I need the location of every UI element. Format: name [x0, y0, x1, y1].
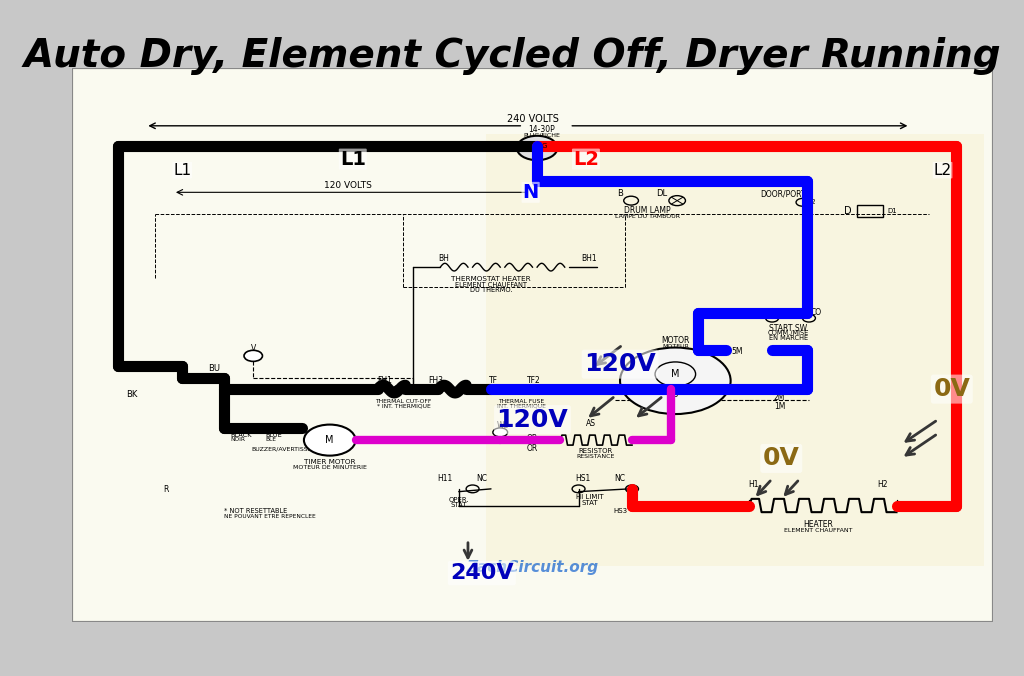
- Text: CO: CO: [811, 308, 822, 317]
- Text: WB: WB: [497, 420, 509, 430]
- Text: DOOR/PORTE: DOOR/PORTE: [761, 189, 811, 199]
- Text: 6M: 6M: [731, 386, 742, 395]
- Circle shape: [620, 347, 731, 414]
- Text: 0V: 0V: [933, 377, 971, 401]
- Circle shape: [493, 428, 508, 437]
- Text: STAT: STAT: [451, 502, 467, 508]
- Text: HI LIMIT: HI LIMIT: [575, 494, 603, 500]
- Text: AS: AS: [586, 419, 596, 428]
- Text: OR: OR: [527, 445, 538, 454]
- Text: Auto Dry, Element Cycled Off, Dryer Running: Auto Dry, Element Cycled Off, Dryer Runn…: [24, 37, 1000, 75]
- Text: EN MARCHE: EN MARCHE: [769, 335, 808, 341]
- Text: H1: H1: [749, 480, 759, 489]
- Text: NO: NO: [756, 308, 767, 317]
- Text: 5M: 5M: [731, 347, 742, 356]
- Text: THERMAL FUSE: THERMAL FUSE: [499, 399, 545, 404]
- Text: BH: BH: [438, 254, 450, 264]
- Text: RESISTANCE: RESISTANCE: [575, 454, 614, 459]
- Text: TIMER MOTOR: TIMER MOTOR: [304, 459, 355, 465]
- Text: L2: L2: [934, 163, 951, 178]
- Text: BLE: BLE: [265, 437, 276, 442]
- Text: 14-30P: 14-30P: [528, 124, 555, 134]
- Text: DRUM LAMP: DRUM LAMP: [625, 206, 671, 215]
- Text: ELEMENT CHAUFFANT: ELEMENT CHAUFFANT: [455, 282, 527, 288]
- Text: BU: BU: [209, 364, 220, 372]
- Text: * INT. THERMIQUE: * INT. THERMIQUE: [377, 404, 430, 408]
- Text: DU THERMO.: DU THERMO.: [470, 287, 512, 293]
- Text: BUZZER/AVERTISSEUR: BUZZER/AVERTISSEUR: [252, 446, 321, 452]
- Text: THERMAL CUT-OFF: THERMAL CUT-OFF: [375, 399, 432, 404]
- Text: D1: D1: [887, 208, 897, 214]
- Text: 1M: 1M: [774, 402, 785, 411]
- Text: D: D: [844, 206, 852, 216]
- Text: 120V: 120V: [584, 352, 656, 376]
- Text: M: M: [671, 369, 680, 379]
- Circle shape: [304, 425, 355, 456]
- Text: HS1: HS1: [575, 475, 591, 483]
- Text: MOTEUR DE MINUTERIE: MOTEUR DE MINUTERIE: [293, 465, 367, 470]
- Text: BLUE: BLUE: [265, 431, 282, 437]
- Circle shape: [517, 136, 557, 160]
- FancyBboxPatch shape: [72, 68, 993, 622]
- Text: 120 VOLTS: 120 VOLTS: [325, 180, 372, 189]
- Text: STAT: STAT: [582, 500, 598, 506]
- Text: L2: L2: [573, 149, 599, 168]
- Text: BH1: BH1: [582, 254, 597, 264]
- Text: NOIR: NOIR: [230, 437, 245, 442]
- Text: TF: TF: [489, 377, 499, 385]
- Text: N: N: [522, 183, 539, 202]
- Text: D2: D2: [806, 199, 815, 206]
- Text: LAMPE DU TAMBOUR: LAMPE DU TAMBOUR: [615, 214, 680, 218]
- Text: R: R: [163, 485, 168, 494]
- Text: 240 VOLTS: 240 VOLTS: [507, 114, 558, 124]
- Text: 2M: 2M: [774, 393, 785, 402]
- Text: RESISTOR: RESISTOR: [578, 448, 612, 454]
- Text: COMM./MISE: COMM./MISE: [768, 330, 809, 336]
- Text: M: M: [326, 435, 334, 445]
- Text: * NOT RESETTABLE: * NOT RESETTABLE: [223, 508, 287, 514]
- Text: ELEMENT CHAUFFANT: ELEMENT CHAUFFANT: [784, 528, 852, 533]
- Text: NC: NC: [476, 475, 487, 483]
- Text: V: V: [251, 343, 256, 353]
- Text: PLUG/FICHE: PLUG/FICHE: [523, 132, 560, 137]
- Text: INT. THERMIQUE: INT. THERMIQUE: [497, 404, 546, 408]
- Text: H2: H2: [878, 480, 888, 489]
- Text: MOTEUR: MOTEUR: [662, 344, 689, 349]
- Text: THERMOSTAT HEATER: THERMOSTAT HEATER: [452, 276, 530, 283]
- Text: DL: DL: [656, 189, 667, 199]
- Text: ZachCircuit.org: ZachCircuit.org: [466, 560, 599, 575]
- Text: OR: OR: [527, 435, 538, 443]
- Text: H11: H11: [437, 475, 453, 483]
- Text: MOTOR: MOTOR: [662, 337, 689, 345]
- Bar: [857, 205, 883, 217]
- Text: NC: NC: [614, 475, 626, 483]
- Text: HEATER: HEATER: [803, 521, 834, 529]
- Text: L1: L1: [340, 149, 366, 168]
- Text: BLACK: BLACK: [230, 431, 252, 437]
- Text: NE POUVANT ETRE REPENCLEE: NE POUVANT ETRE REPENCLEE: [223, 514, 315, 519]
- Text: OPER.: OPER.: [449, 497, 469, 503]
- Circle shape: [244, 350, 262, 362]
- FancyBboxPatch shape: [486, 134, 984, 566]
- Text: L1: L1: [173, 163, 191, 178]
- Text: FH1: FH1: [378, 377, 392, 385]
- Text: G: G: [542, 143, 547, 149]
- Text: 240V: 240V: [450, 563, 514, 583]
- Text: 0V: 0V: [763, 446, 800, 470]
- Text: BK: BK: [126, 390, 137, 399]
- Text: TF2: TF2: [527, 377, 542, 385]
- Text: B: B: [617, 189, 623, 199]
- Text: 120V: 120V: [497, 408, 568, 431]
- Text: HS3: HS3: [613, 508, 627, 514]
- Text: START SW.: START SW.: [769, 324, 809, 333]
- Text: FH3: FH3: [428, 377, 443, 385]
- Text: S: S: [673, 390, 678, 399]
